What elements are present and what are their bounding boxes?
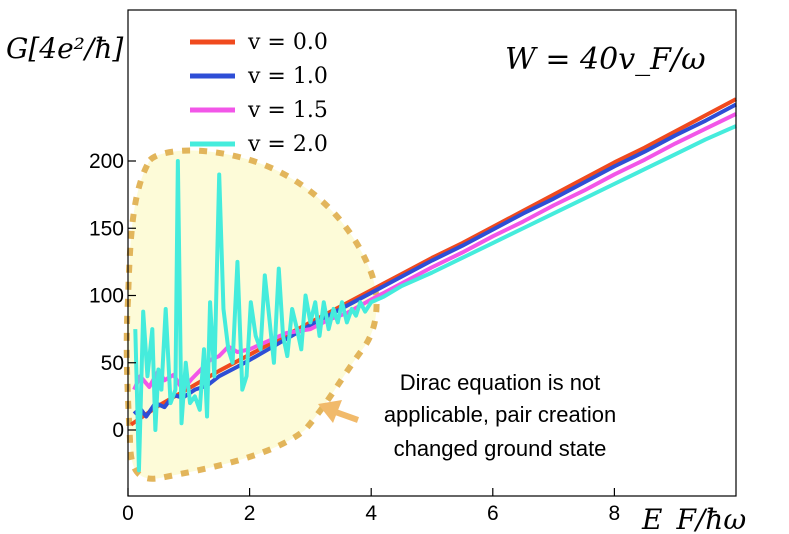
legend-label-3: v = 2.0 — [247, 132, 328, 157]
legend-label-0: v = 0.0 — [247, 30, 328, 55]
annotation-arrowhead — [318, 400, 342, 423]
legend: v = 0.0 v = 1.0 v = 1.5 v = 2.0 — [190, 30, 328, 157]
title-formula: W = 40v_F/ω — [505, 42, 706, 77]
x-tick-label-1: 2 — [244, 502, 256, 525]
x-tick-label-3: 6 — [487, 502, 499, 525]
y-tick-label-2: 100 — [89, 285, 124, 308]
x-axis-label: E_F/ħω — [641, 503, 746, 534]
legend-label-1: v = 1.0 — [247, 64, 328, 89]
plot-frame — [127, 9, 737, 497]
x-tick-label-0: 0 — [122, 502, 134, 525]
y-tick-label-3: 150 — [89, 217, 124, 240]
y-axis-label: G[4e²/ħ] — [6, 32, 123, 65]
annotation-line-2: applicable, pair creation — [384, 402, 616, 427]
series-layer — [129, 97, 737, 473]
annotation-line-3: changed ground state — [394, 436, 607, 461]
series-line-0 — [129, 97, 737, 427]
y-tick-label-4: 200 — [89, 150, 124, 173]
x-tick-label-4: 8 — [609, 502, 621, 525]
x-tick-label-2: 4 — [365, 502, 377, 525]
legend-label-2: v = 1.5 — [247, 98, 328, 123]
annotation: Dirac equation is not applicable, pair c… — [318, 370, 616, 461]
y-tick-label-1: 50 — [101, 352, 124, 375]
ticks-layer: 0 2 4 6 8 0 50 100 150 200 — [89, 150, 620, 525]
y-tick-label-0: 0 — [112, 419, 124, 442]
annotation-line-1: Dirac equation is not — [400, 370, 601, 395]
series-line-3 — [133, 124, 737, 473]
